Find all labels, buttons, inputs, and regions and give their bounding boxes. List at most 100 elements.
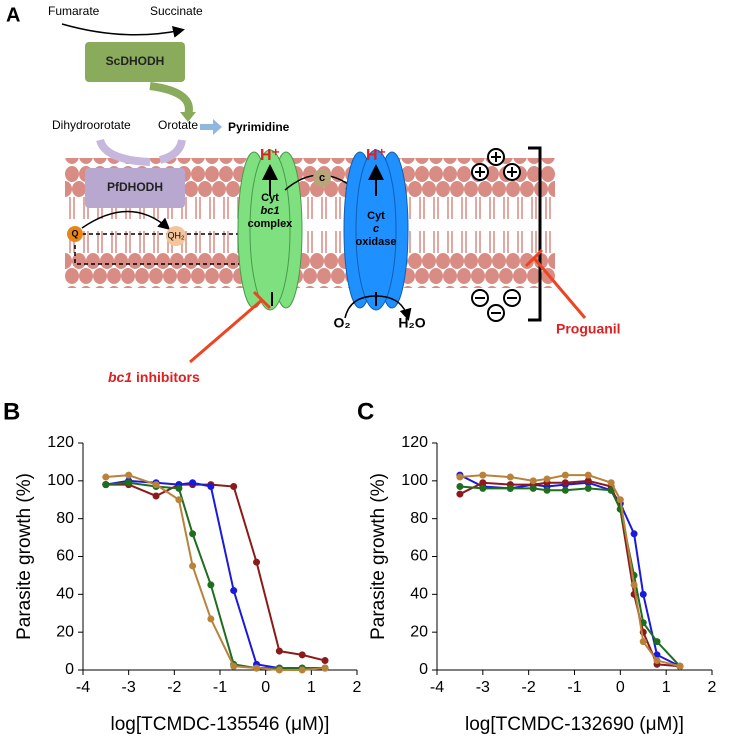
data-point xyxy=(639,619,647,627)
label: H₂O xyxy=(398,315,425,331)
panel-label: A xyxy=(6,4,20,26)
charges xyxy=(471,148,521,322)
data-point xyxy=(456,483,464,491)
label: c xyxy=(319,172,325,184)
data-point xyxy=(561,479,569,487)
diagram: A Fumarate Succinate ScDHODH Dihydroorot… xyxy=(6,4,621,385)
data-point xyxy=(152,492,160,500)
x-tick-label: -1 xyxy=(213,679,227,696)
label: Succinate xyxy=(150,4,203,18)
data-point xyxy=(543,475,551,483)
data-point xyxy=(616,496,624,504)
data-point xyxy=(529,484,537,492)
arrow xyxy=(149,82,193,117)
label-part: bc1 xyxy=(108,369,132,385)
inhibition-line xyxy=(532,257,587,319)
y-tick-label: 40 xyxy=(56,586,74,603)
cytochrome-c xyxy=(313,169,331,187)
x-tick-label: 1 xyxy=(307,679,316,696)
y-tick-label: 120 xyxy=(401,434,428,451)
data-point xyxy=(607,486,615,494)
x-tick-label: -1 xyxy=(567,679,581,696)
data-point xyxy=(630,581,638,589)
data-point xyxy=(529,477,537,485)
label: ScDHODH xyxy=(106,54,165,68)
label: Cyt xyxy=(261,192,279,204)
data-point xyxy=(102,473,110,481)
label: Cyt xyxy=(367,210,385,222)
label: c xyxy=(373,223,379,235)
x-tick-label: 2 xyxy=(708,679,717,696)
label: QH₂ xyxy=(168,230,186,240)
data-point xyxy=(607,479,615,487)
data-point xyxy=(298,651,306,659)
y-tick-label: 60 xyxy=(56,548,74,565)
data-point xyxy=(230,587,238,595)
chart: C 0 20 40 60 80 100 120 -4 -3 -2 -1 0 1 2 Parasite grow… xyxy=(357,398,717,735)
data-point xyxy=(630,530,638,538)
data-point xyxy=(207,483,215,491)
label: Fumarate xyxy=(48,4,100,18)
x-tick-label: 0 xyxy=(261,679,270,696)
x-tick-label: 2 xyxy=(353,679,362,696)
data-point xyxy=(561,471,569,479)
data-point xyxy=(253,558,261,566)
quinone xyxy=(67,226,83,242)
arrow xyxy=(200,119,222,135)
x-axis-label: log[TCMDC-132690 (μM)] xyxy=(465,714,684,735)
arrow xyxy=(96,138,151,166)
x-tick-label: 1 xyxy=(662,679,671,696)
label: O₂ xyxy=(333,315,350,331)
x-tick-label: -4 xyxy=(430,679,444,696)
data-point xyxy=(189,530,197,538)
label: oxidase xyxy=(356,236,397,248)
y-tick-label: 20 xyxy=(56,623,74,640)
x-tick-label: -4 xyxy=(76,679,90,696)
data-point xyxy=(125,471,133,479)
inhibition-bar xyxy=(252,290,272,310)
label: Dihydroorotate xyxy=(52,118,131,132)
bracket xyxy=(528,146,542,322)
x-tick-label: -3 xyxy=(122,679,136,696)
data-point xyxy=(275,666,283,674)
series-line xyxy=(459,479,680,668)
data-point xyxy=(639,638,647,646)
label: Q xyxy=(71,228,78,238)
inhibition-line xyxy=(189,298,263,364)
y-tick-label: 100 xyxy=(401,472,428,489)
data-point xyxy=(102,481,110,489)
data-point xyxy=(275,647,283,655)
data-point xyxy=(506,473,514,481)
x-tick-label: -2 xyxy=(522,679,536,696)
data-point xyxy=(175,496,183,504)
y-tick-label: 100 xyxy=(47,472,74,489)
x-tick-label: -2 xyxy=(167,679,181,696)
data-point xyxy=(479,471,487,479)
x-tick-label: 0 xyxy=(616,679,625,696)
label: H⁺ xyxy=(366,147,386,164)
data-point xyxy=(321,664,329,672)
data-point xyxy=(653,638,661,646)
data-point xyxy=(189,562,197,570)
series-line xyxy=(105,479,326,670)
data-point xyxy=(584,477,592,485)
data-point xyxy=(584,471,592,479)
data-point xyxy=(207,581,215,589)
y-axis-label: Parasite growth (%) xyxy=(14,473,35,640)
y-tick-label: 20 xyxy=(410,623,428,640)
arrow xyxy=(81,210,171,230)
data-point xyxy=(189,479,197,487)
data-point xyxy=(175,484,183,492)
y-tick-label: 0 xyxy=(419,661,428,678)
arrow xyxy=(158,139,186,164)
inhibition-bar xyxy=(524,248,544,268)
data-point xyxy=(479,484,487,492)
quinol xyxy=(166,226,186,246)
label: Proguanil xyxy=(556,321,621,337)
data-point xyxy=(321,657,329,665)
x-tick-label: -3 xyxy=(476,679,490,696)
label: PfDHODH xyxy=(107,180,163,194)
bc1-complex xyxy=(237,149,303,311)
data-point xyxy=(456,473,464,481)
